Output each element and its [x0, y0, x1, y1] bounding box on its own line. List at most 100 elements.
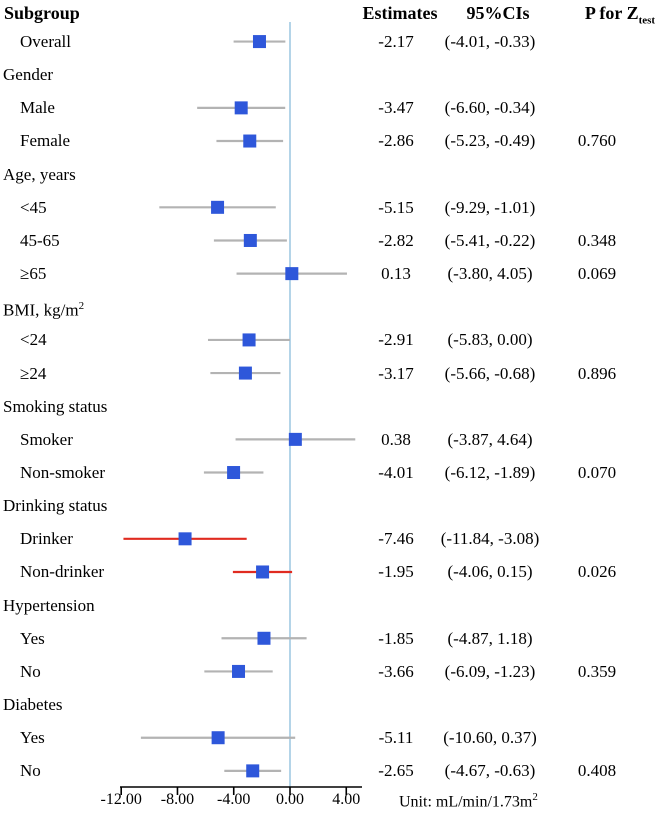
label-superscript: 2 — [78, 300, 85, 313]
estimate-value: -3.17 — [378, 363, 414, 383]
estimate-marker — [256, 565, 270, 579]
subgroup-label: ≥65 — [20, 264, 47, 284]
subgroup-label: No — [20, 761, 41, 781]
ci-value: (-3.80, 4.05) — [447, 264, 533, 284]
estimate-value: -7.46 — [378, 529, 414, 549]
ci-value: (-4.06, 0.15) — [447, 562, 533, 582]
p-value: 0.026 — [577, 562, 617, 582]
ci-value: (-5.83, 0.00) — [447, 330, 533, 350]
group-label: Gender — [3, 65, 54, 85]
table-row: Drinker -7.46 (-11.84, -3.08) — [0, 522, 665, 555]
p-value: 0.896 — [577, 363, 617, 383]
estimate-marker — [243, 134, 257, 148]
subgroup-label: No — [20, 661, 41, 681]
table-row: No -2.65 (-4.67, -0.63) 0.408 — [0, 754, 665, 787]
x-axis-tick-label: -4.00 — [217, 791, 251, 808]
table-row: Non-smoker -4.01 (-6.12, -1.89) 0.070 — [0, 456, 665, 489]
group-header-row: Diabetes — [0, 688, 665, 721]
group-label: Age, years — [3, 164, 76, 184]
p-header-subscript: test — [638, 14, 656, 27]
table-row: No -3.66 (-6.09, -1.23) 0.359 — [0, 655, 665, 688]
table-row: Yes -1.85 (-4.87, 1.18) — [0, 622, 665, 655]
subgroup-label: Yes — [20, 628, 45, 648]
table-row: 45-65 -2.82 (-5.41, -0.22) 0.348 — [0, 224, 665, 257]
subgroup-label: Non-drinker — [20, 562, 105, 582]
unit-text: Unit: mL/min/1.73m — [399, 793, 533, 811]
estimate-marker — [234, 101, 248, 115]
table-row: Smoker 0.38 (-3.87, 4.64) — [0, 423, 665, 456]
ci-value: (-3.87, 4.64) — [447, 429, 533, 449]
ci-value: (-5.66, -0.68) — [444, 363, 536, 383]
table-row: Yes -5.11 (-10.60, 0.37) — [0, 721, 665, 754]
estimate-value: -2.82 — [378, 230, 414, 250]
estimate-marker — [238, 366, 252, 380]
estimate-marker — [257, 631, 271, 645]
ci-value: (-4.01, -0.33) — [444, 32, 536, 51]
p-value: 0.070 — [577, 462, 617, 482]
estimate-marker — [227, 466, 241, 480]
estimate-marker — [243, 233, 257, 247]
table-row: ≥24 -3.17 (-5.66, -0.68) 0.896 — [0, 357, 665, 390]
estimate-marker — [242, 333, 256, 347]
group-label: Smoking status — [3, 396, 108, 416]
column-header-estimates: Estimates — [362, 3, 438, 23]
ci-value: (-5.41, -0.22) — [444, 230, 536, 250]
table-row: <24 -2.91 (-5.83, 0.00) — [0, 323, 665, 356]
table-row: Male -3.47 (-6.60, -0.34) — [0, 91, 665, 124]
ci-value: (-9.29, -1.01) — [444, 197, 536, 217]
group-header-row: Smoking status — [0, 390, 665, 423]
estimate-value: 0.13 — [381, 264, 411, 284]
group-header-row: Drinking status — [0, 489, 665, 522]
estimate-value: 0.38 — [381, 429, 411, 449]
p-value: 0.760 — [577, 131, 617, 151]
subgroup-label: Smoker — [20, 429, 73, 449]
group-header-row: Gender — [0, 58, 665, 91]
ci-value: (-6.60, -0.34) — [444, 98, 536, 118]
estimate-marker — [232, 664, 246, 678]
group-label: Hypertension — [3, 595, 95, 615]
subgroup-label: Female — [20, 131, 71, 151]
table-row: Female -2.86 (-5.23, -0.49) 0.760 — [0, 124, 665, 157]
group-header-row: BMI, kg/m2 — [0, 290, 665, 323]
x-axis-tick-label: -12.00 — [100, 791, 142, 808]
estimate-marker — [285, 267, 299, 281]
subgroup-label: Yes — [20, 728, 45, 748]
estimate-value: -2.17 — [378, 32, 414, 51]
column-header-ci: 95%CIs — [466, 3, 530, 23]
group-label: BMI, kg/m2 — [3, 300, 85, 320]
subgroup-label: ≥24 — [20, 363, 47, 383]
ci-value: (-4.87, 1.18) — [447, 628, 533, 648]
estimate-value: -3.66 — [378, 661, 414, 681]
ci-value: (-4.67, -0.63) — [444, 761, 536, 781]
unit-label: Unit: mL/min/1.73m2 — [399, 791, 538, 811]
estimate-marker — [211, 200, 225, 214]
ci-value: (-5.23, -0.49) — [444, 131, 536, 151]
column-header-subgroup: Subgroup — [4, 3, 80, 23]
subgroup-label: Male — [20, 98, 55, 118]
ci-value: (-6.09, -1.23) — [444, 661, 536, 681]
p-value: 0.348 — [577, 230, 617, 250]
group-header-row: Age, years — [0, 158, 665, 191]
subgroup-label: <45 — [20, 197, 47, 217]
subgroup-label: Overall — [20, 32, 71, 51]
estimate-value: -2.86 — [378, 131, 414, 151]
estimate-marker — [252, 35, 266, 49]
column-header-p: P for Ztest — [572, 0, 665, 27]
estimate-marker — [211, 731, 225, 745]
estimate-value: -5.11 — [378, 728, 414, 748]
x-axis-tick-label: 4.00 — [332, 791, 361, 808]
p-value: 0.359 — [577, 661, 617, 681]
estimate-marker — [288, 432, 302, 446]
table-row: ≥65 0.13 (-3.80, 4.05) 0.069 — [0, 257, 665, 290]
estimate-value: -2.65 — [378, 761, 414, 781]
estimate-value: -1.85 — [378, 628, 414, 648]
subgroup-label: <24 — [20, 330, 47, 350]
p-header-text: P for Z — [584, 3, 639, 23]
ci-value: (-6.12, -1.89) — [444, 462, 536, 482]
subgroup-label: Non-smoker — [20, 462, 105, 482]
estimate-marker — [246, 764, 260, 778]
group-header-row: Hypertension — [0, 589, 665, 622]
estimate-value: -2.91 — [378, 330, 414, 350]
